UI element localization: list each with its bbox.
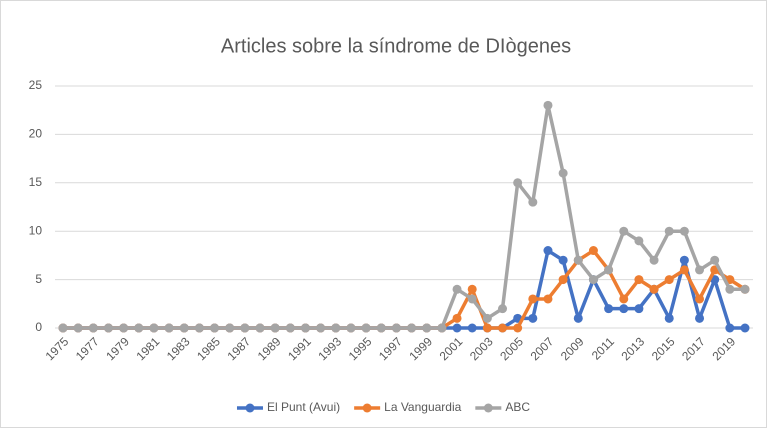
data-point [695,313,705,323]
data-point [513,323,523,333]
data-point [361,323,371,333]
data-point [725,323,735,333]
data-point [604,265,614,275]
legend: El Punt (Avui) La Vanguardia ABC [236,400,530,414]
y-tick-label: 0 [35,320,42,334]
legend-label: El Punt (Avui) [267,400,340,414]
data-point [437,323,447,333]
series-line [63,103,745,330]
data-point [679,255,689,265]
data-point [573,313,583,323]
data-point [467,284,477,294]
data-point [407,323,417,333]
data-point [240,323,250,333]
legend-marker [362,403,372,413]
data-point [452,313,462,323]
data-point [391,323,401,333]
data-point [422,323,432,333]
data-point [88,323,98,333]
data-point [558,168,568,178]
data-point [149,323,159,333]
y-tick-label: 5 [35,272,42,286]
legend-marker [245,403,255,413]
data-point [270,323,280,333]
data-point [558,275,568,285]
data-point [528,313,538,323]
data-point [740,323,750,333]
data-point [725,284,735,294]
data-point [573,255,583,265]
data-point [558,255,568,265]
data-point [482,313,492,323]
data-point [664,275,674,285]
data-point [543,100,553,110]
data-point [210,323,220,333]
data-point [255,323,265,333]
data-point [695,265,705,275]
data-point [58,323,68,333]
data-point [498,304,508,314]
data-point [316,323,326,333]
y-tick-label: 25 [29,78,43,92]
data-point [619,294,629,304]
y-tick-label: 15 [29,175,43,189]
data-point [740,284,750,294]
data-point [346,323,356,333]
data-point [164,323,174,333]
data-point [695,294,705,304]
data-point [119,323,129,333]
data-point [482,323,492,333]
legend-label: ABC [505,400,530,414]
data-point [225,323,235,333]
data-point [134,323,144,333]
data-point [103,323,113,333]
y-tick-label: 20 [29,127,43,141]
data-point [664,226,674,236]
data-point [452,323,462,333]
chart-title: Articles sobre la síndrome de DIògenes [221,35,571,57]
data-point [300,323,310,333]
data-point [543,294,553,304]
data-point [710,255,720,265]
y-tick-label: 10 [29,223,43,237]
data-point [664,313,674,323]
data-point [467,323,477,333]
data-point [285,323,295,333]
data-point [543,246,553,256]
data-point [588,246,598,256]
data-point [634,236,644,246]
data-point [634,304,644,314]
data-point [679,226,689,236]
legend-marker [483,403,493,413]
data-point [528,197,538,207]
legend-label: La Vanguardia [384,400,462,414]
data-point [649,284,659,294]
data-point [513,178,523,188]
data-point [376,323,386,333]
data-point [528,294,538,304]
data-point [452,284,462,294]
data-point [604,304,614,314]
data-point [73,323,83,333]
data-point [619,226,629,236]
data-point [467,294,477,304]
data-point [649,255,659,265]
data-point [498,323,508,333]
data-point [679,265,689,275]
data-point [619,304,629,314]
data-point [179,323,189,333]
data-point [194,323,204,333]
data-point [331,323,341,333]
data-point [634,275,644,285]
data-point [588,275,598,285]
